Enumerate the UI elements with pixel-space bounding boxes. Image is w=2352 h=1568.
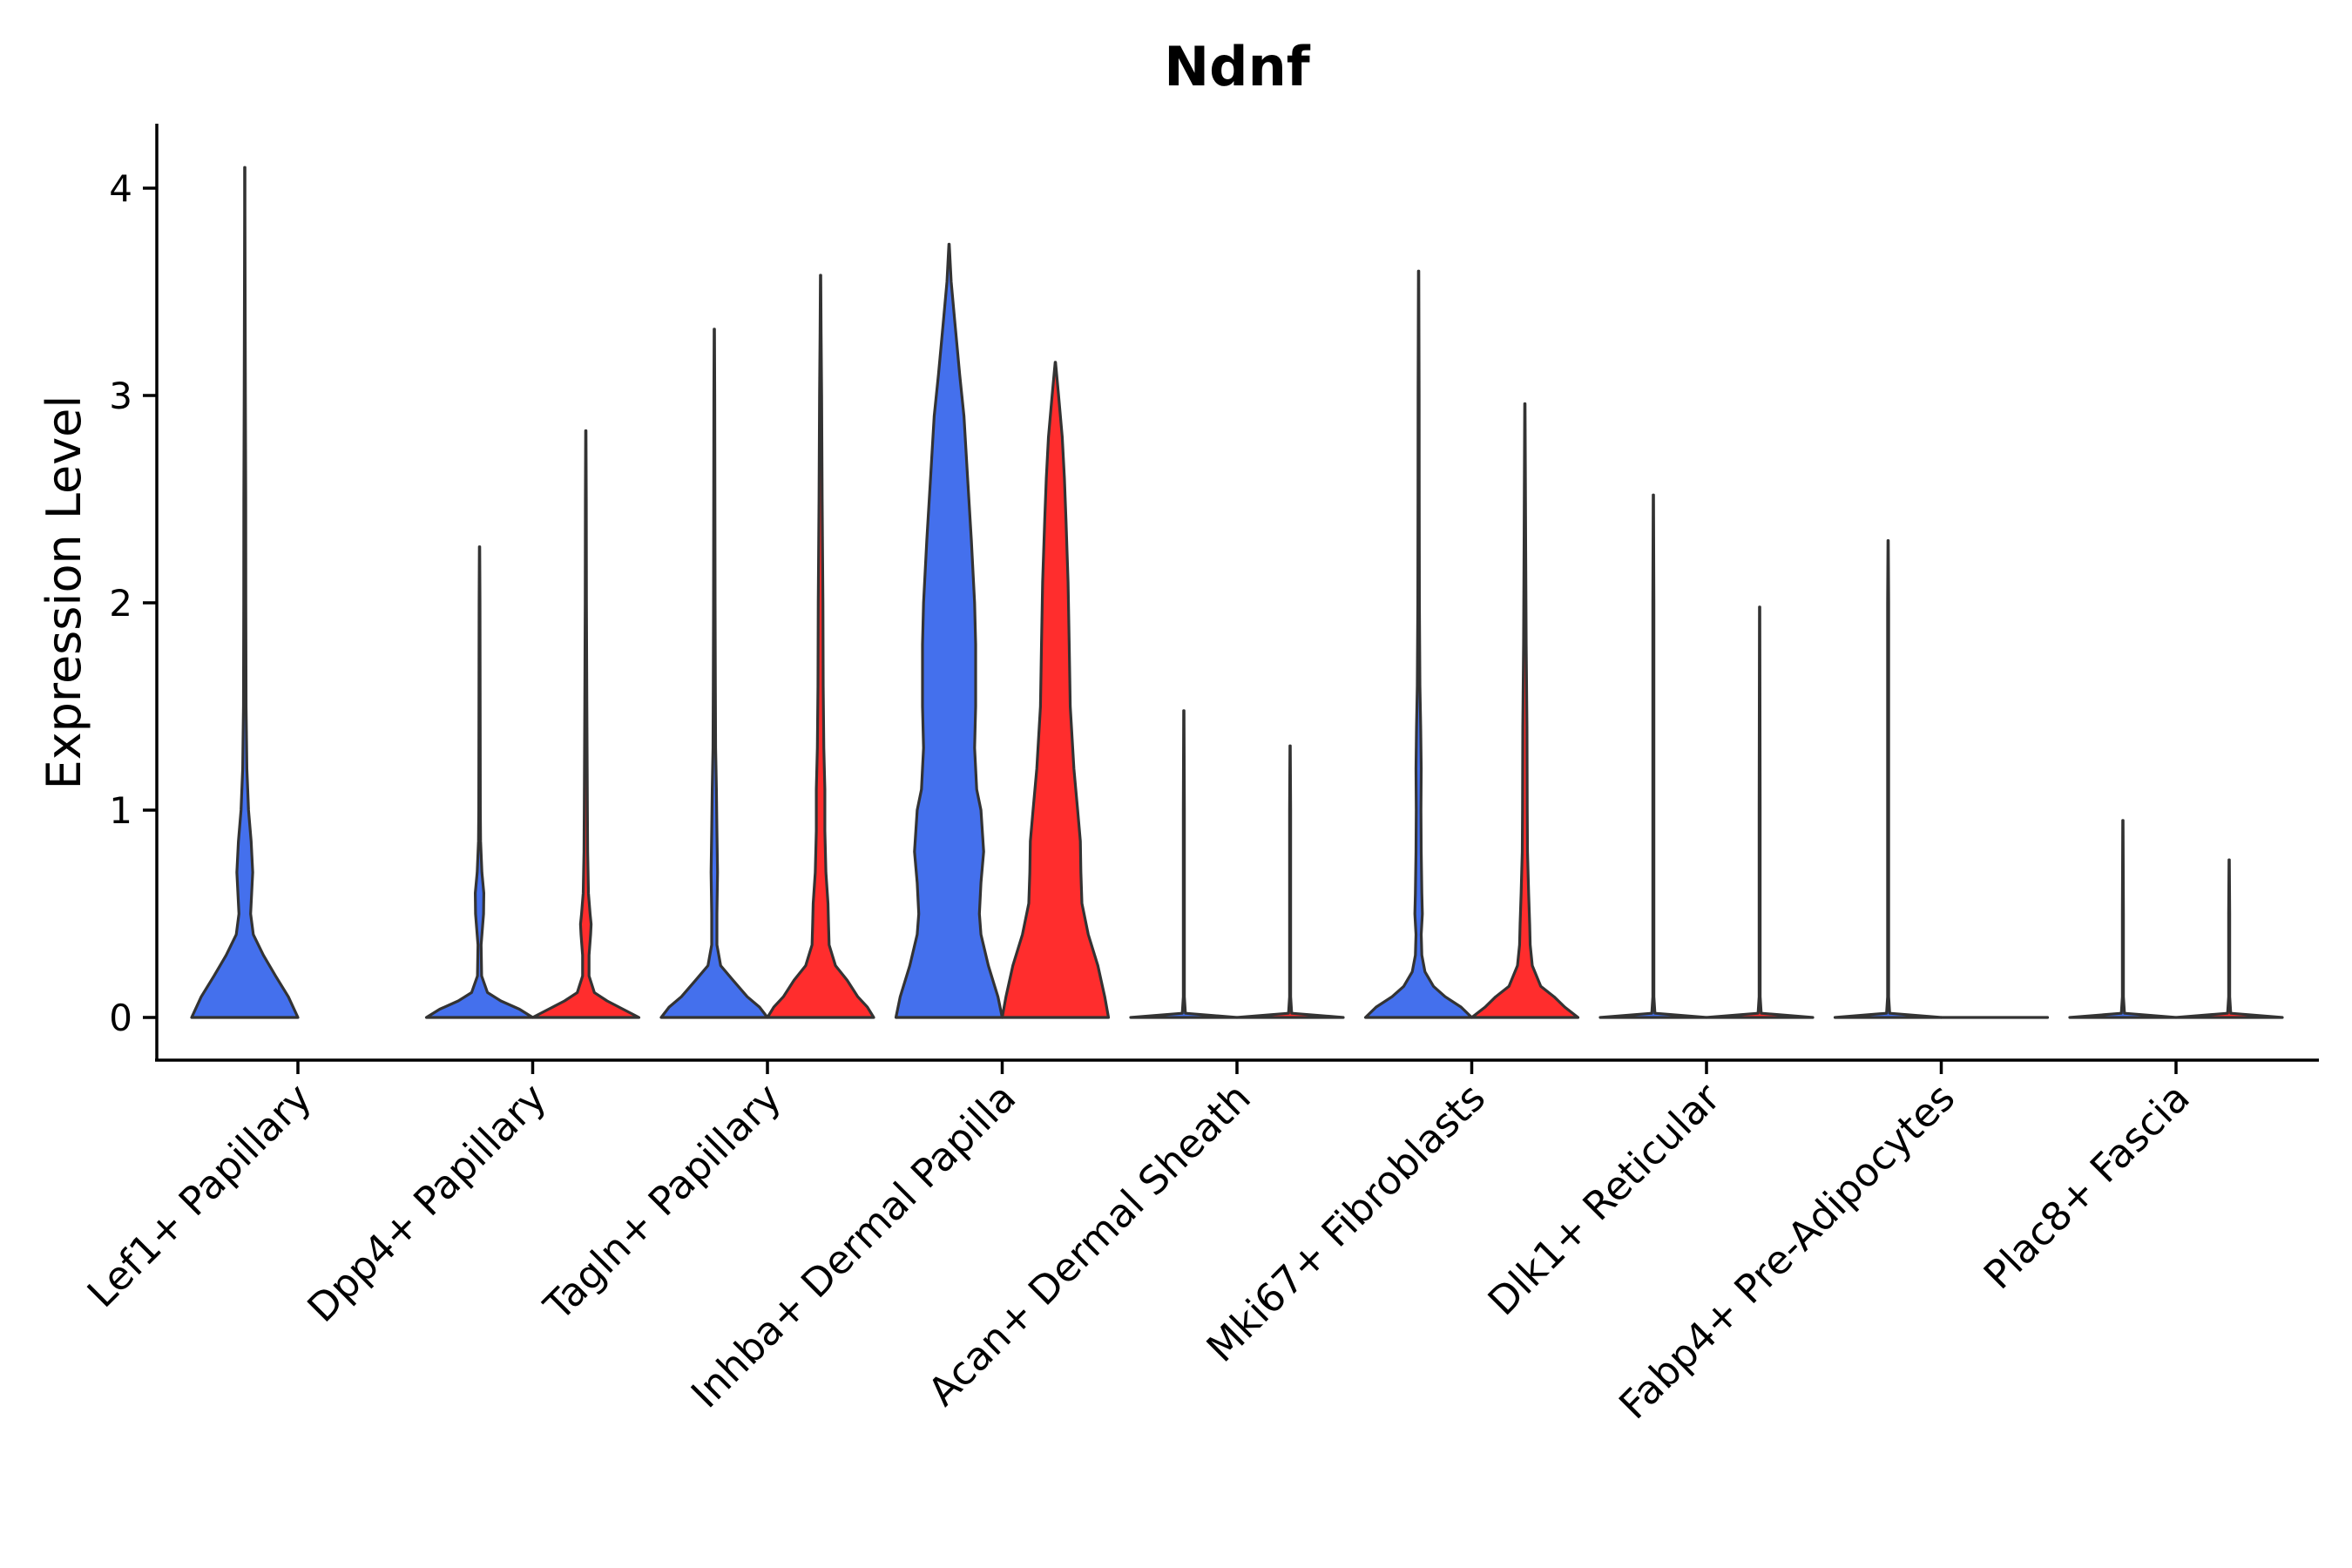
- violin-group2-5: [1470, 402, 1580, 1019]
- violin-group1-5: [1363, 269, 1474, 1019]
- y-tick-label: 0: [109, 997, 132, 1039]
- violin-group2-1: [531, 429, 641, 1019]
- y-tick-label: 1: [109, 789, 132, 832]
- violin-group1-4: [1129, 709, 1239, 1019]
- violin-group1-0: [190, 166, 300, 1019]
- violin-group2-6: [1705, 605, 1815, 1019]
- violin-group2-8: [2174, 858, 2284, 1019]
- violin-group1-8: [2068, 819, 2178, 1019]
- chart-title: Ndnf: [1164, 35, 1310, 98]
- y-tick-label: 2: [109, 582, 132, 625]
- violin-group1-6: [1598, 493, 1708, 1019]
- y-tick-label: 4: [109, 167, 132, 210]
- violin-group2-3: [1000, 361, 1111, 1019]
- y-axis-label: Expression Level: [37, 395, 91, 790]
- y-tick-label: 3: [109, 375, 132, 417]
- violin-group1-1: [424, 545, 535, 1019]
- violin-group2-2: [766, 274, 875, 1019]
- violin-group2-4: [1235, 744, 1345, 1019]
- violin-group1-7: [1833, 539, 1943, 1019]
- violin-group1-3: [894, 242, 1004, 1019]
- y-axis-ticks: 0 1 2 3 4: [109, 167, 157, 1039]
- violin-group: [190, 166, 2284, 1019]
- violin-group1-2: [659, 328, 769, 1019]
